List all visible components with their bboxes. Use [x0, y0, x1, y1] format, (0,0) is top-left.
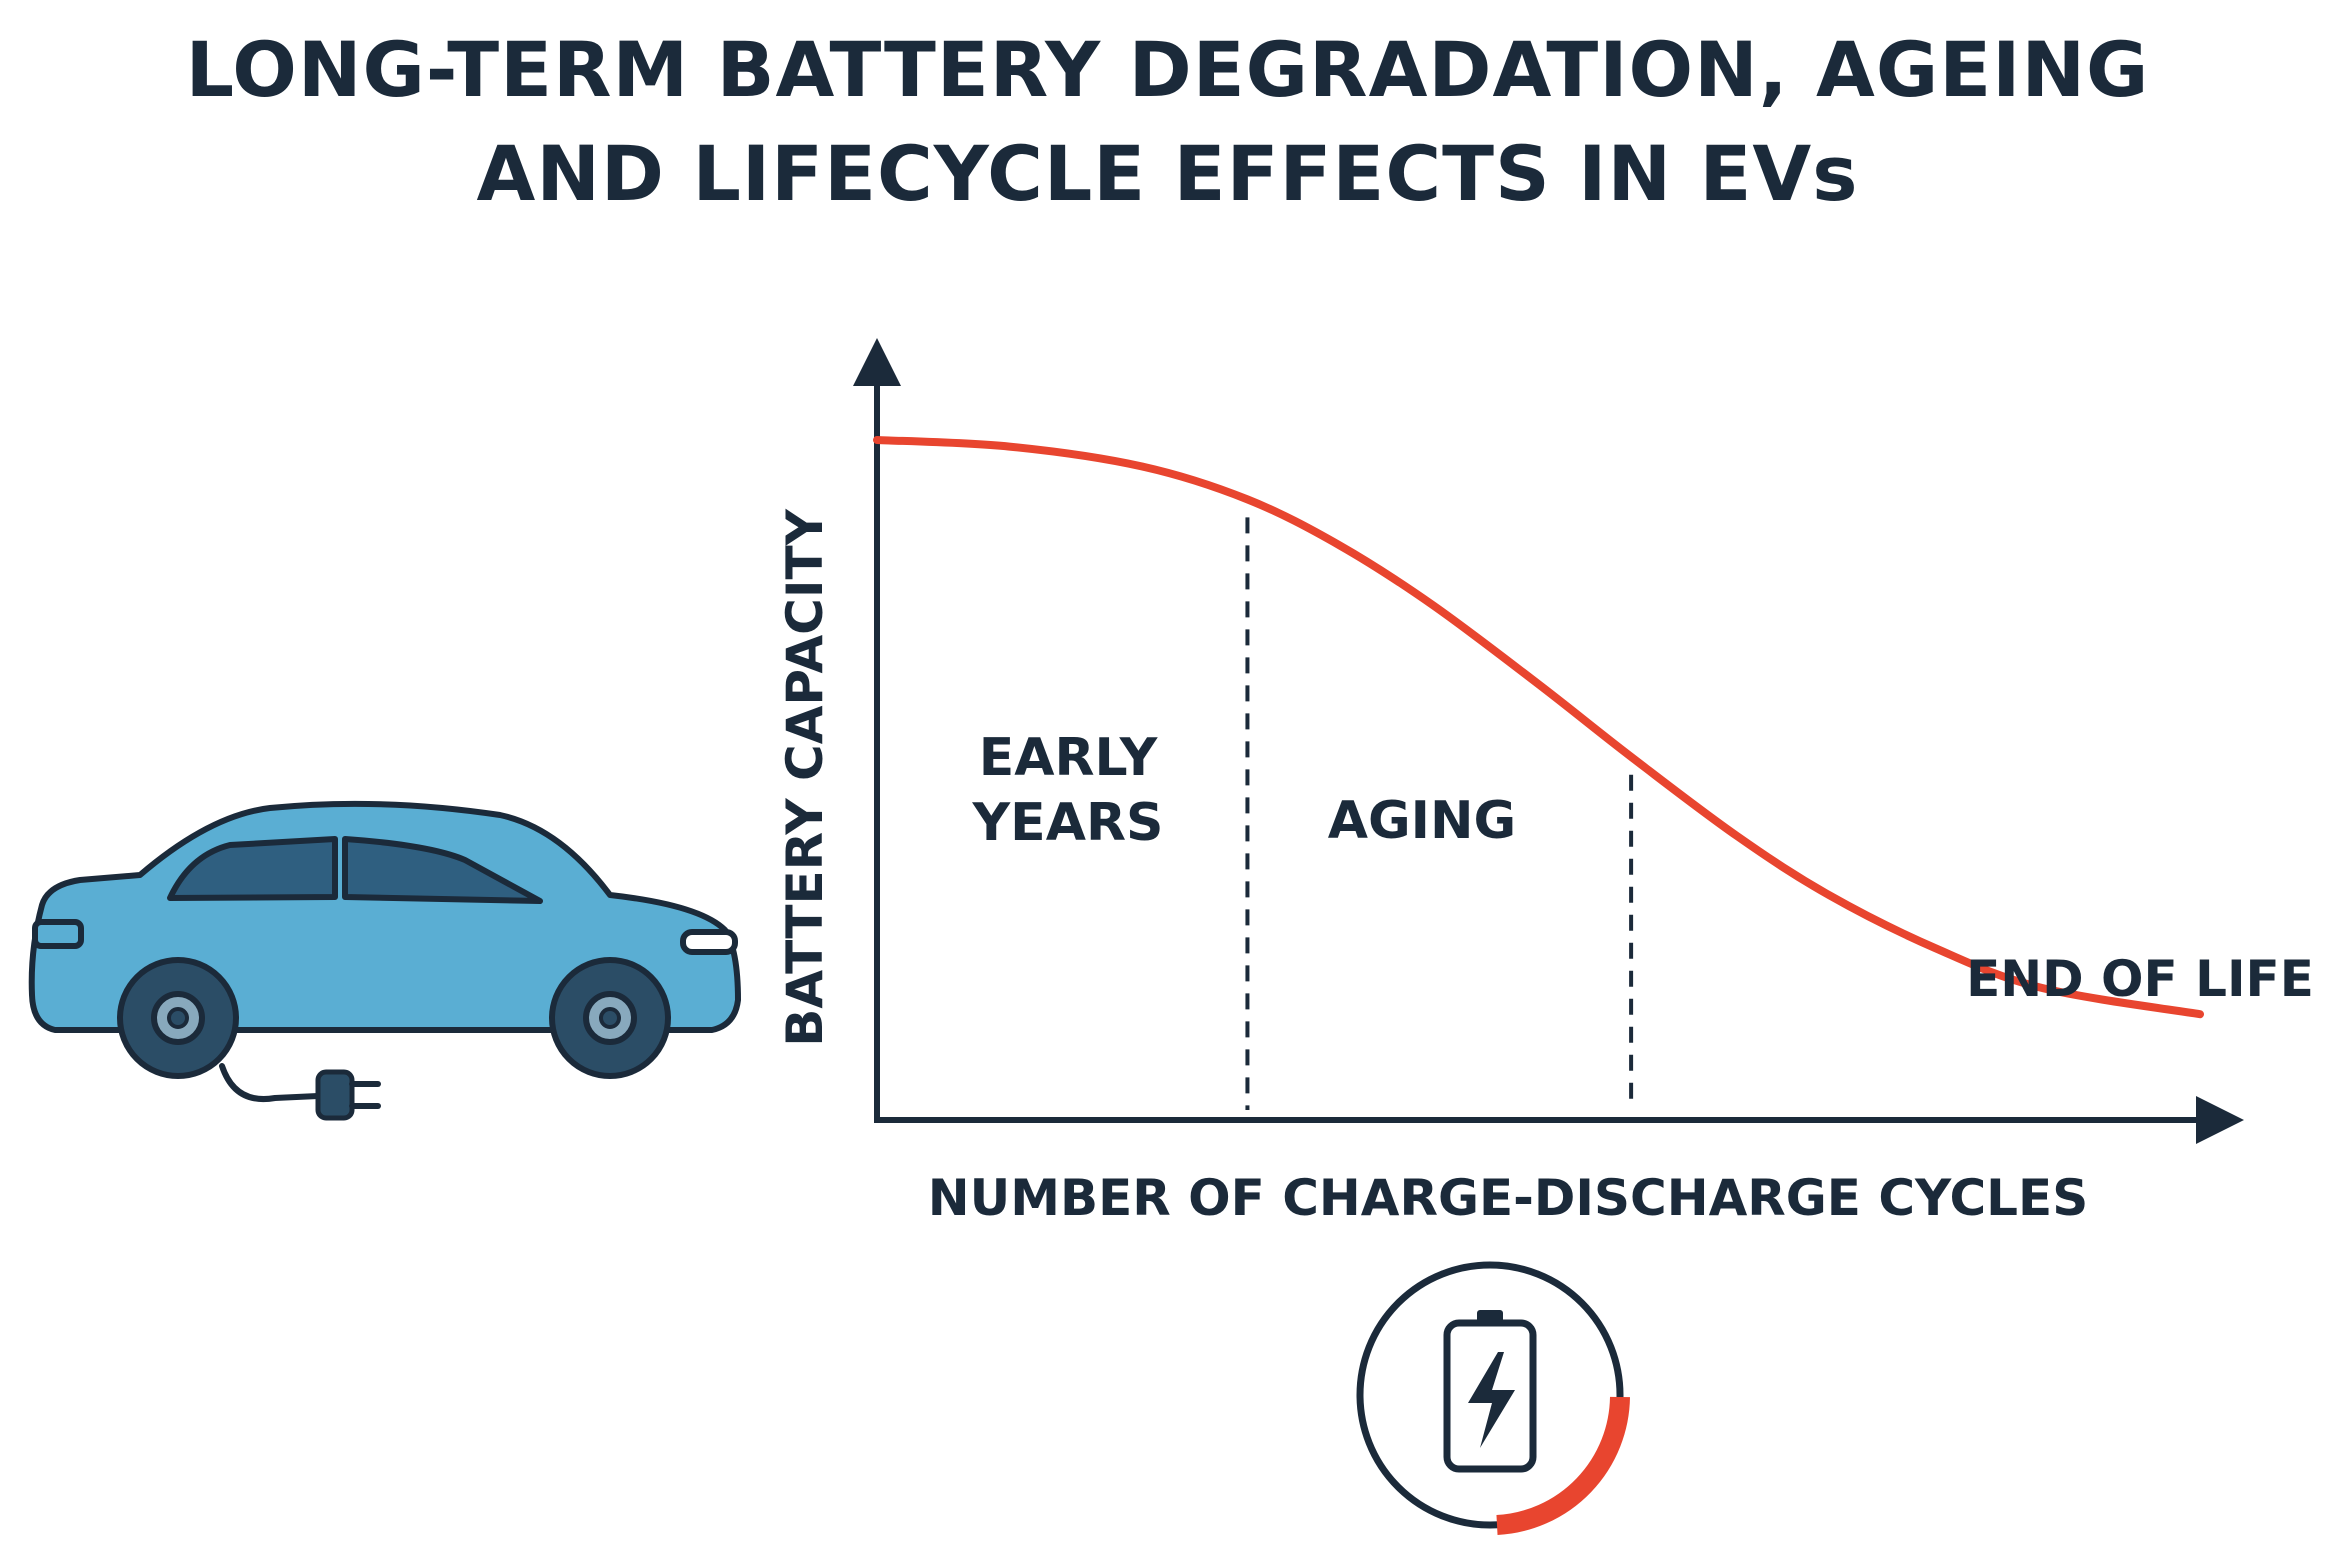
region-label-early-years-line-1: EARLY	[979, 728, 1159, 788]
car-window-rear	[342, 836, 543, 904]
capacity-degradation-curve	[873, 436, 2204, 1019]
car-taillight	[32, 919, 84, 949]
title-line-2: AND LIFECYCLE EFFECTS IN EVs	[476, 129, 1859, 218]
car-window-front	[167, 836, 338, 901]
region-boundaries	[1245, 517, 1634, 1110]
title-line-1: LONG-TERM BATTERY DEGRADATION, AGEING	[185, 25, 2150, 114]
region-label-aging: AGING	[1328, 791, 1516, 851]
battery-ring-accent	[1496, 1396, 1630, 1535]
battery-charging-icon	[1356, 1261, 1630, 1535]
end-of-life-label: END OF LIFE	[1966, 950, 2314, 1008]
plug-icon	[219, 1063, 381, 1121]
page-title: LONG-TERM BATTERY DEGRADATION, AGEING AN…	[0, 18, 2335, 226]
electric-car-icon	[28, 800, 741, 1079]
lightning-bolt-icon	[1468, 1352, 1515, 1448]
x-axis-label: NUMBER OF CHARGE-DISCHARGE CYCLES	[928, 1169, 2088, 1227]
region-label-early-years-line-2: YEARS	[972, 793, 1164, 853]
chart-axes	[853, 338, 2244, 1144]
y-axis-label: BATTERY CAPACITY	[776, 508, 834, 1046]
car-headlight	[680, 929, 738, 955]
